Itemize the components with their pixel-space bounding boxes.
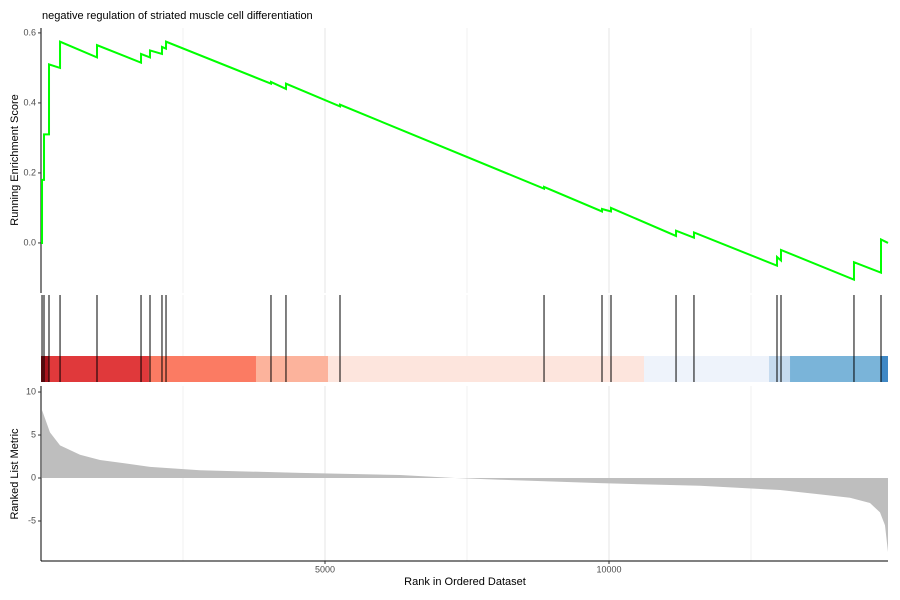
rank-band <box>769 356 791 382</box>
metric-area <box>42 410 888 552</box>
rank-band <box>49 356 149 382</box>
x-tick-label: 10000 <box>596 564 621 574</box>
rank-band <box>41 356 50 382</box>
y-tick-label: 0.0 <box>23 237 36 247</box>
x-tick-label: 5000 <box>315 564 335 574</box>
y-axis-title: Running Enrichment Score <box>9 94 21 225</box>
x-axis-title: Rank in Ordered Dataset <box>404 576 526 588</box>
y-axis-title: Ranked List Metric <box>9 428 21 520</box>
rank-band <box>328 356 644 382</box>
y-tick-label: 0 <box>31 472 36 482</box>
y-tick-label: 10 <box>26 386 36 396</box>
rank-band <box>643 356 770 382</box>
y-tick-label: 5 <box>31 429 36 439</box>
rank-band <box>790 356 882 382</box>
enrichment-line <box>41 40 889 282</box>
y-tick-label: 0.6 <box>23 27 36 37</box>
y-tick-label: 0.4 <box>23 97 36 107</box>
y-tick-label: 0.2 <box>23 167 36 177</box>
chart-title: negative regulation of striated muscle c… <box>42 10 313 22</box>
rank-band <box>255 356 329 382</box>
rank-band <box>881 356 888 382</box>
rank-band <box>148 356 256 382</box>
y-tick-label: -5 <box>28 515 36 525</box>
